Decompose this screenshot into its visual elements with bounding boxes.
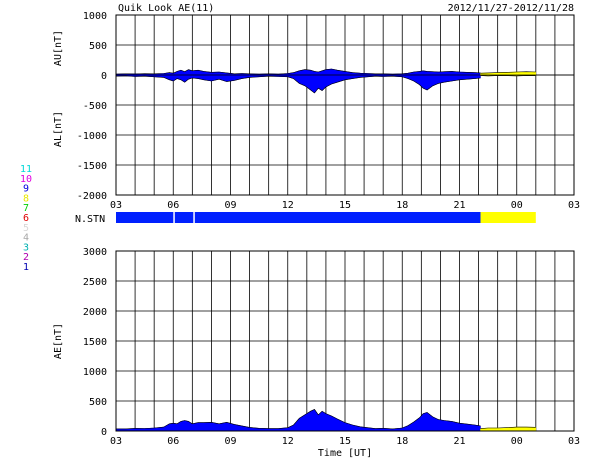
au-al-y-ticks: 1000 500 0 -500 -1000 -1500 -2000 xyxy=(77,11,107,202)
ae-y-ticks: 3000 2500 2000 1500 1000 500 0 xyxy=(83,247,107,438)
ae-ytick-label: 1500 xyxy=(83,337,107,348)
au-al-xtick-label: 21 xyxy=(453,200,465,211)
au-al-ytick-label: -1500 xyxy=(77,161,107,172)
ae-xtick-label: 18 xyxy=(396,436,408,447)
au-al-series xyxy=(115,68,574,94)
ae-ytick-label: 3000 xyxy=(83,247,107,258)
ae-line-1 xyxy=(480,426,536,429)
au-al-grid xyxy=(116,15,574,195)
au-al-xtick-label: 15 xyxy=(339,200,351,211)
ae-ytick-label: 1000 xyxy=(83,367,107,378)
au-al-ytick-label: -2000 xyxy=(77,191,107,202)
au-al-xtick-label: 00 xyxy=(511,200,523,211)
station-legend-item: 3 xyxy=(23,242,29,253)
date-range: 2012/11/27-2012/11/28 xyxy=(448,3,574,14)
au-al-ytick-label: -500 xyxy=(83,101,107,112)
station-legend-item: 6 xyxy=(23,213,29,224)
au-al-xtick-label: 03 xyxy=(110,200,122,211)
au-al-ytick-label: 1000 xyxy=(83,11,107,22)
au-al-x-ticks: 03 06 09 12 15 18 21 00 03 xyxy=(110,200,580,211)
ae-xtick-label: 03 xyxy=(568,436,580,447)
station-legend-item: 11 xyxy=(20,164,32,175)
au-line-0 xyxy=(115,68,481,75)
station-legend-item: 10 xyxy=(20,174,32,185)
nstn-segment-3 xyxy=(480,212,536,223)
chart-title: Quik Look AE(11) xyxy=(118,3,214,14)
al-ylabel: AL[nT] xyxy=(53,111,64,147)
au-line-1 xyxy=(480,71,536,74)
au-al-xtick-label: 18 xyxy=(396,200,408,211)
ae-xtick-label: 12 xyxy=(282,436,294,447)
au-al-xtick-label: 09 xyxy=(224,200,236,211)
station-legend-item: 7 xyxy=(23,203,29,214)
nstn-segment-0 xyxy=(116,212,174,223)
station-legend-item: 4 xyxy=(23,233,29,244)
station-legend-item: 1 xyxy=(23,262,29,273)
nstn-segment-2 xyxy=(194,212,481,223)
al-line-0 xyxy=(115,75,481,94)
au-al-plot-frame xyxy=(115,14,575,196)
ae-ylabel: AE[nT] xyxy=(53,323,64,359)
nstn-segment-1 xyxy=(174,212,194,223)
ae-xtick-label: 00 xyxy=(511,436,523,447)
ae-xtick-label: 21 xyxy=(453,436,465,447)
nstn-label: N.STN xyxy=(75,214,105,225)
ae-ytick-label: 500 xyxy=(89,397,107,408)
ae-ytick-label: 2000 xyxy=(83,307,107,318)
au-al-ytick-label: -1000 xyxy=(77,131,107,142)
au-al-xtick-label: 12 xyxy=(282,200,294,211)
au-al-xtick-label: 03 xyxy=(568,200,580,211)
au-ylabel: AU[nT] xyxy=(53,30,64,66)
ae-xtick-label: 15 xyxy=(339,436,351,447)
ae-xtick-label: 03 xyxy=(110,436,122,447)
station-legend-item: 5 xyxy=(23,223,29,234)
station-legend-item: 2 xyxy=(23,252,29,263)
x-axis-label: Time [UT] xyxy=(318,448,372,459)
al-area-0 xyxy=(115,74,481,94)
au-area-0 xyxy=(115,68,481,76)
ae-plot-frame xyxy=(115,250,575,432)
ae-grid xyxy=(116,251,574,431)
ae-xtick-label: 06 xyxy=(167,436,179,447)
au-al-ytick-label: 0 xyxy=(101,71,107,82)
ae-line-0 xyxy=(116,409,481,430)
ae-xtick-label: 09 xyxy=(224,436,236,447)
ae-ytick-label: 2500 xyxy=(83,277,107,288)
au-al-ytick-label: 500 xyxy=(89,41,107,52)
au-al-xtick-label: 06 xyxy=(167,200,179,211)
ae-ytick-label: 0 xyxy=(101,427,107,438)
station-legend-item: 9 xyxy=(23,184,29,195)
ae-x-ticks: 03 06 09 12 15 18 21 00 03 xyxy=(110,436,580,447)
nstn-bar xyxy=(116,212,536,223)
station-legend-item: 8 xyxy=(23,193,29,204)
